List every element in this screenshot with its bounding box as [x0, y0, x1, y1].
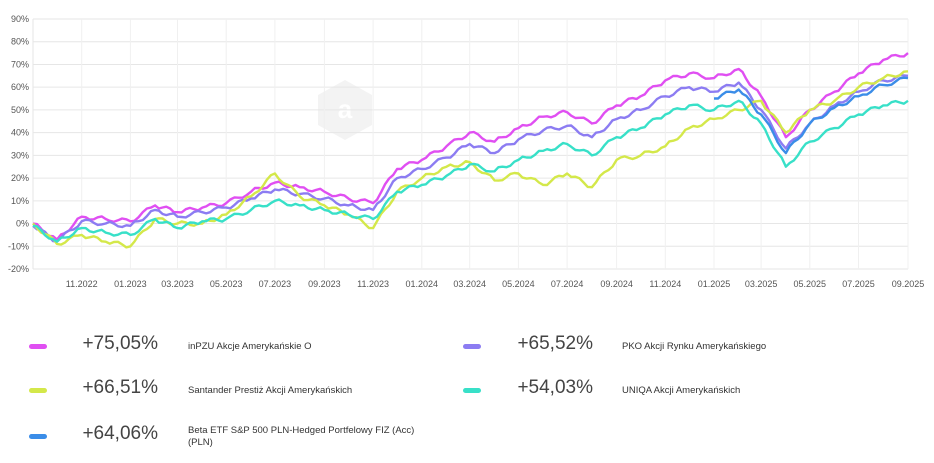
y-tick-label: 30%	[11, 150, 29, 160]
legend-return-value: +64,06%	[82, 423, 158, 444]
y-tick-label: 50%	[11, 105, 29, 115]
x-tick-label: 05.2023	[210, 279, 243, 289]
legend: +75,05% inPZU Akcje Amerykańskie O +65,5…	[0, 320, 934, 463]
x-tick-label: 09.2024	[600, 279, 633, 289]
x-tick-label: 07.2023	[259, 279, 292, 289]
legend-fund-name: PKO Akcji Rynku Amerykańskiego	[622, 341, 767, 352]
y-tick-label: 80%	[11, 37, 29, 47]
x-tick-label: 01.2023	[114, 279, 147, 289]
x-tick-label: 05.2025	[794, 279, 827, 289]
series-lines	[32, 52, 909, 249]
x-tick-label: 11.2023	[357, 279, 389, 289]
x-tick-label: 01.2025	[698, 279, 731, 289]
legend-fund-name: UNIQA Akcji Amerykańskich	[622, 385, 741, 396]
legend-return-value: +66,51%	[82, 377, 158, 398]
x-tick-label: 05.2024	[502, 279, 535, 289]
y-tick-label: 0%	[16, 219, 29, 229]
x-tick-label: 01.2024	[406, 279, 439, 289]
legend-fund-name: Santander Prestiż Akcji Amerykańskich	[188, 385, 353, 396]
x-tick-label: 11.2024	[649, 279, 681, 289]
series-line	[32, 70, 909, 249]
x-tick-label: 03.2025	[745, 279, 778, 289]
x-tick-label: 07.2024	[551, 279, 584, 289]
x-tick-label: 09.2025	[892, 279, 925, 289]
legend-swatch	[29, 434, 47, 439]
y-axis-ticks: -20% -10% 0% 10% 20% 30% 40% 50% 60% 70% 80% 90%	[8, 14, 29, 274]
legend-return-value: +75,05%	[82, 333, 158, 354]
legend-swatch	[463, 388, 481, 393]
legend-return-value: +54,03%	[517, 377, 593, 398]
series-line	[714, 76, 909, 155]
line-chart: a -20%-10%0%10%20%30%40%50%60%70%80%90% …	[8, 14, 925, 289]
x-tick-label: 09.2023	[308, 279, 341, 289]
x-tick-label: 03.2024	[453, 279, 486, 289]
legend-swatch	[29, 344, 47, 349]
x-tick-label: 03.2023	[161, 279, 194, 289]
x-axis-ticks: 11.2022 01.2023 03.2023 05.2023 07.2023 09.20…	[66, 279, 925, 289]
legend-fund-name: inPZU Akcje Amerykańskie O	[188, 341, 312, 352]
y-tick-label: -10%	[8, 241, 29, 251]
y-tick-label: 10%	[11, 196, 29, 206]
y-tick-label: 60%	[11, 82, 29, 92]
legend-swatch	[29, 388, 47, 393]
y-tick-label: 20%	[11, 173, 29, 183]
y-tick-label: 70%	[11, 59, 29, 69]
x-tick-label: 07.2025	[842, 279, 875, 289]
series-line	[32, 99, 909, 243]
y-tick-label: -20%	[8, 264, 29, 274]
series-line	[32, 52, 909, 241]
watermark-letter: a	[338, 94, 353, 124]
legend-fund-name: Beta ETF S&P 500 PLN-Hedged Portfelowy F…	[188, 425, 415, 448]
legend-return-value: +65,52%	[517, 333, 593, 354]
y-tick-label: 90%	[11, 14, 29, 24]
y-tick-label: 40%	[11, 128, 29, 138]
series-line	[32, 74, 909, 243]
x-tick-label: 11.2022	[66, 279, 98, 289]
legend-swatch	[463, 344, 481, 349]
